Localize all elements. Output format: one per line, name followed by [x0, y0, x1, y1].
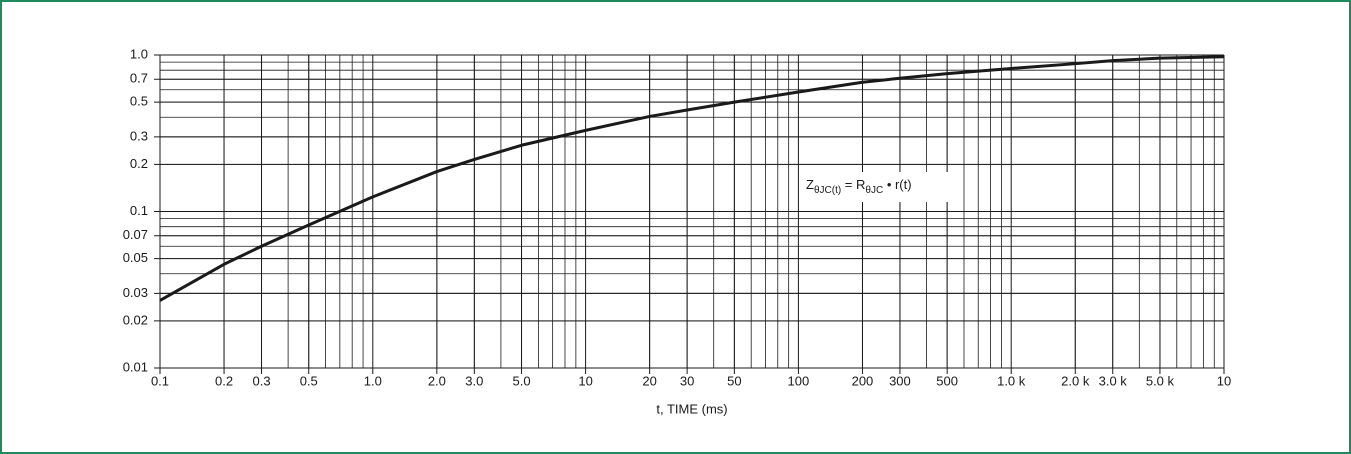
x-tick-label: 0.2: [215, 373, 233, 388]
x-tick-label: 50: [727, 373, 741, 388]
y-tick-label: 0.05: [123, 250, 148, 265]
annotation-part: θJC(t): [814, 185, 841, 196]
annotation-part: θJC: [865, 185, 883, 196]
annotation: ZθJC(t) = RθJC • r(t): [806, 177, 912, 195]
y-tick-label: 0.1: [130, 203, 148, 218]
x-tick-label: 3.0: [465, 373, 483, 388]
y-tick-label: 0.5: [130, 94, 148, 109]
x-tick-label: 5.0: [513, 373, 531, 388]
x-tick-label: 300: [889, 373, 911, 388]
x-tick-label: 0.5: [300, 373, 318, 388]
x-tick-label: 2.0 k: [1061, 373, 1090, 388]
x-tick-label: 500: [936, 373, 958, 388]
y-tick-label: 0.02: [123, 312, 148, 327]
x-tick-label: 0.3: [252, 373, 270, 388]
annotation-background: [800, 172, 960, 202]
y-tick-label: 0.01: [123, 359, 148, 374]
x-tick-label: 100: [788, 373, 810, 388]
x-axis-label: t, TIME (ms): [656, 401, 727, 416]
annotation-part: = R: [841, 177, 865, 192]
x-tick-label: 200: [852, 373, 874, 388]
x-tick-label: 2.0: [428, 373, 446, 388]
annotation-part: Z: [806, 177, 814, 192]
x-tick-label: 10: [1217, 373, 1231, 388]
line: [159, 55, 1225, 302]
x-tick-label: 0.1: [151, 373, 169, 388]
y-tick-label: 0.2: [130, 156, 148, 171]
y-tick-label: 0.03: [123, 285, 148, 300]
y-tick-label: 1.0: [130, 46, 148, 61]
annotation-part: • r(t): [883, 177, 911, 192]
y-tick-label: 0.3: [130, 128, 148, 143]
x-tick-label: 30: [680, 373, 694, 388]
x-tick-label: 20: [642, 373, 656, 388]
x-tick-label: 5.0 k: [1146, 373, 1175, 388]
y-tick-label: 0.7: [130, 71, 148, 86]
x-tick-label: 10: [578, 373, 592, 388]
y-tick-label: 0.07: [123, 227, 148, 242]
x-tick-label: 1.0 k: [997, 373, 1026, 388]
x-tick-label: 3.0 k: [1099, 373, 1128, 388]
x-tick-label: 1.0: [364, 373, 382, 388]
